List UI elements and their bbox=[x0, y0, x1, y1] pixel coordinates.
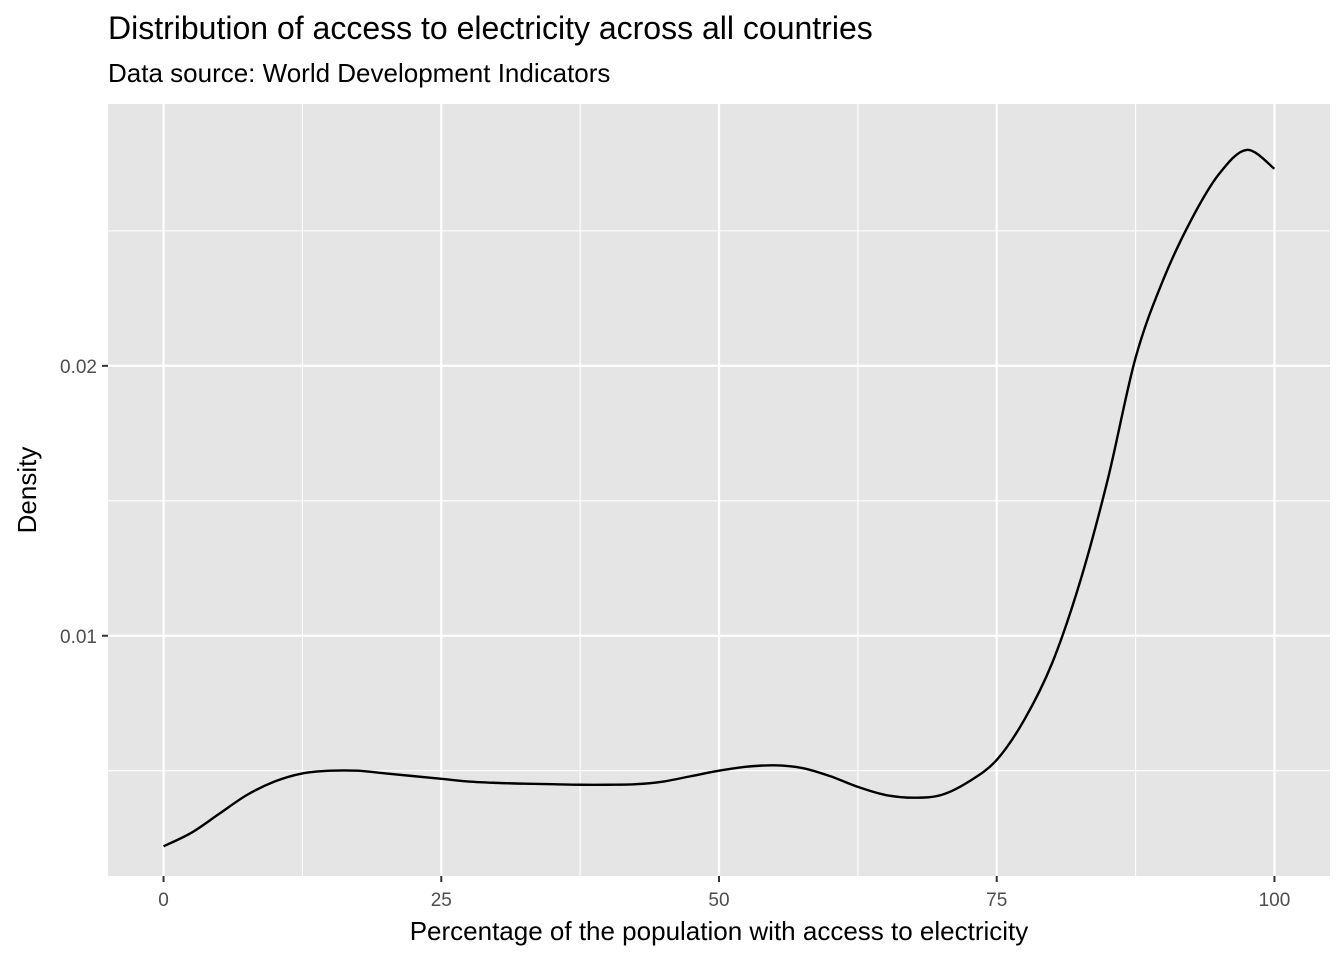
x-tick-label: 0 bbox=[158, 890, 169, 911]
x-axis-title: Percentage of the population with access… bbox=[410, 916, 1029, 946]
y-tick-label: 0.02 bbox=[60, 357, 97, 378]
y-tick-label: 0.01 bbox=[60, 627, 97, 648]
density-curve bbox=[163, 148, 1276, 848]
x-tick-label: 25 bbox=[431, 890, 452, 911]
x-tick-label: 50 bbox=[708, 890, 729, 911]
x-axis: 0 25 50 75 100 bbox=[158, 876, 1290, 911]
chart-subtitle: Data source: World Development Indicator… bbox=[108, 58, 611, 88]
chart-title: Distribution of access to electricity ac… bbox=[108, 10, 873, 46]
x-tick-label: 100 bbox=[1259, 890, 1291, 911]
y-axis-title: Density bbox=[12, 447, 42, 534]
y-axis: 0.01 0.02 bbox=[60, 357, 108, 648]
major-gridlines bbox=[108, 104, 1330, 876]
x-tick-label: 75 bbox=[986, 890, 1007, 911]
